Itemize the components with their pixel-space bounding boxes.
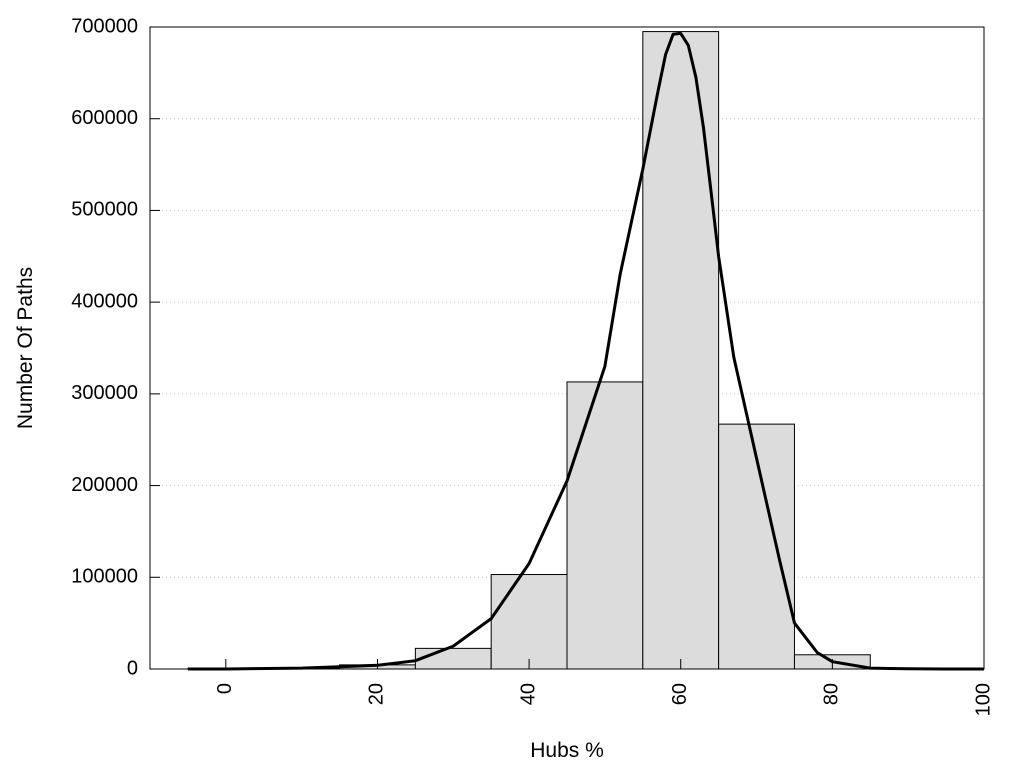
x-axis-title: Hubs % xyxy=(530,739,604,762)
x-tick-label-5: 100 xyxy=(972,683,994,716)
y-axis-title: Number Of Paths xyxy=(14,267,37,429)
histogram-bars xyxy=(187,31,985,670)
x-tick-label-0: 0 xyxy=(214,683,236,694)
bar-3 xyxy=(414,647,492,670)
plot-frame xyxy=(149,26,985,670)
y-tick-labels: 0 100000 200000 300000 400000 500000 600000 700… xyxy=(71,15,138,679)
x-tick-label-2: 40 xyxy=(517,683,539,705)
y-tick-label-0: 0 xyxy=(127,657,138,679)
curve-line xyxy=(187,31,984,671)
axis-ticks xyxy=(150,26,985,670)
y-tick-label-1: 100000 xyxy=(71,566,138,588)
x-tick-label-4: 80 xyxy=(821,683,843,705)
y-tick-label-2: 200000 xyxy=(71,474,138,496)
y-tick-label-5: 500000 xyxy=(71,199,138,221)
x-tick-label-3: 60 xyxy=(669,683,691,705)
bar-5 xyxy=(566,381,644,670)
y-tick-label-6: 600000 xyxy=(71,107,138,129)
bar-6 xyxy=(642,31,720,670)
bar-4 xyxy=(490,574,568,670)
x-tick-label-1: 20 xyxy=(366,683,388,705)
y-tick-label-4: 400000 xyxy=(71,290,138,312)
density-curve xyxy=(187,31,984,671)
y-tick-label-3: 300000 xyxy=(71,382,138,404)
y-tick-label-7: 700000 xyxy=(71,15,138,37)
x-tick-labels: 0 20 40 60 80 100 xyxy=(214,683,994,716)
